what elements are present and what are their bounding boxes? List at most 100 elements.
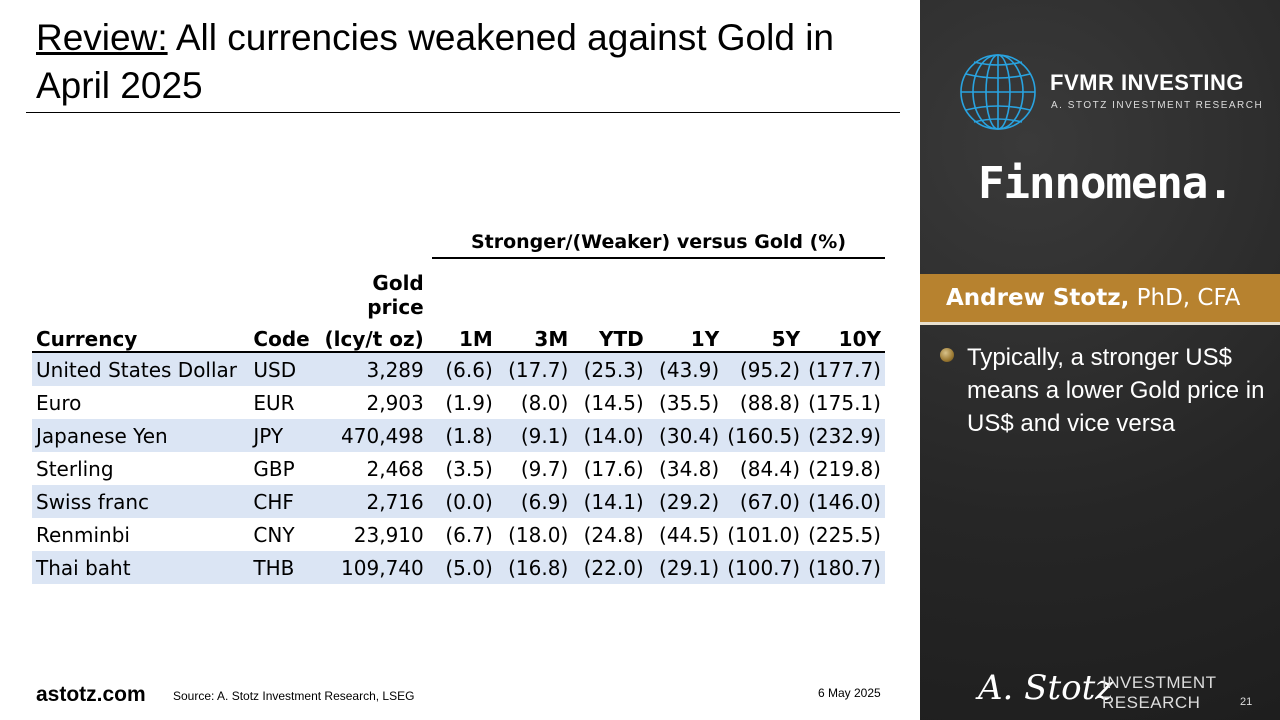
footer-website: astotz.com xyxy=(36,683,146,706)
globe-icon xyxy=(960,54,1036,130)
cell-code: USD xyxy=(249,352,318,386)
page-number: 21 xyxy=(1240,696,1253,708)
col-header-1y: 1Y xyxy=(647,319,724,353)
cell-5y: (67.0) xyxy=(723,485,805,518)
title-prefix: Review: xyxy=(36,17,168,58)
col-header-5y: 5Y xyxy=(723,319,805,353)
cell-currency: Thai baht xyxy=(32,551,250,584)
cell-1m: (3.5) xyxy=(445,456,493,481)
cell-3m: (16.8) xyxy=(496,551,573,584)
slide-title: Review: All currencies weakened against … xyxy=(36,14,916,110)
title-divider xyxy=(26,112,900,113)
presenter-band: Andrew Stotz, PhD, CFA xyxy=(920,274,1280,325)
table-row: Thai baht THB 109,740 (5.0) (16.8) (22.0… xyxy=(32,551,885,584)
invest-line-1: INVESTMENT xyxy=(1102,673,1217,692)
gold-currency-table: Gold price Currency Code (lcy/t oz) 1M 3… xyxy=(32,271,885,584)
cell-5y: (100.7) xyxy=(723,551,805,584)
cell-currency: Euro xyxy=(36,390,82,415)
cell-5y: (160.5) xyxy=(723,419,805,452)
invest-line-2: RESEARCH xyxy=(1102,693,1201,712)
cell-10y: (232.9) xyxy=(804,419,885,452)
cell-gold-price: 2,903 xyxy=(366,390,424,415)
table-row: Euro EUR 2,903 (1.9) (8.0) (14.5) (35.5)… xyxy=(32,386,885,419)
cell-3m: (9.7) xyxy=(520,456,569,481)
cell-currency: Japanese Yen xyxy=(32,419,250,452)
cell-currency: Sterling xyxy=(36,456,114,481)
cell-10y: (219.8) xyxy=(808,456,881,481)
signature-logo: A. Stotz xyxy=(978,668,1114,708)
cell-currency: Renminbi xyxy=(36,522,130,547)
cell-gold-price: 470,498 xyxy=(317,419,428,452)
cell-gold-price: 109,740 xyxy=(317,551,428,584)
presenter-name: Andrew Stotz, xyxy=(946,285,1130,311)
cell-code: CHF xyxy=(249,485,318,518)
cell-ytd: (14.0) xyxy=(572,419,648,452)
col-header-gold-price: (lcy/t oz) xyxy=(317,319,428,353)
presenter-credentials: PhD, CFA xyxy=(1129,285,1241,311)
col-header-3m: 3M xyxy=(496,319,573,353)
table-row: United States Dollar USD 3,289 (6.6) (17… xyxy=(32,352,885,386)
cell-1y: (29.2) xyxy=(647,485,724,518)
cell-10y: (225.5) xyxy=(808,522,881,547)
slide-content: Review: All currencies weakened against … xyxy=(26,14,916,706)
cell-10y: (180.7) xyxy=(804,551,885,584)
sidebar-panel: FVMR INVESTING A. STOTZ INVESTMENT RESEA… xyxy=(920,0,1280,720)
bullet-text: Typically, a stronger US$ means a lower … xyxy=(967,344,1265,437)
cell-1y: (44.5) xyxy=(659,522,720,547)
cell-code: CNY xyxy=(253,522,295,547)
cell-ytd: (14.1) xyxy=(572,485,648,518)
cell-code: THB xyxy=(249,551,318,584)
investment-research-label: INVESTMENT RESEARCH xyxy=(1102,673,1217,713)
group-header: Stronger/(Weaker) versus Gold (%) xyxy=(432,225,885,259)
bullet-icon xyxy=(940,348,954,362)
cell-5y: (88.8) xyxy=(739,390,801,415)
footer-source: Source: A. Stotz Investment Research, LS… xyxy=(173,689,415,703)
presenter-name-line: Andrew Stotz, PhD, CFA xyxy=(946,285,1240,311)
cell-gold-price: 2,716 xyxy=(317,485,428,518)
cell-3m: (17.7) xyxy=(496,352,573,386)
col-header-code: Code xyxy=(249,319,318,353)
table-row: Swiss franc CHF 2,716 (0.0) (6.9) (14.1)… xyxy=(32,485,885,518)
cell-ytd: (25.3) xyxy=(572,352,648,386)
table-row: Renminbi CNY 23,910 (6.7) (18.0) (24.8) … xyxy=(32,518,885,551)
header-row: Currency Code (lcy/t oz) 1M 3M YTD 1Y 5Y… xyxy=(32,319,885,353)
cell-code: JPY xyxy=(249,419,318,452)
cell-ytd: (17.6) xyxy=(583,456,644,481)
cell-3m: (6.9) xyxy=(496,485,573,518)
cell-3m: (9.1) xyxy=(496,419,573,452)
cell-gold-price: 23,910 xyxy=(353,522,424,547)
col-header-ytd: YTD xyxy=(572,319,648,353)
cell-5y: (101.0) xyxy=(727,522,801,547)
cell-1y: (34.8) xyxy=(659,456,720,481)
brand-subtitle: A. STOTZ INVESTMENT RESEARCH xyxy=(1051,100,1264,111)
cell-1m: (1.9) xyxy=(445,390,493,415)
cell-1m: (0.0) xyxy=(427,485,497,518)
cell-5y: (95.2) xyxy=(723,352,805,386)
col-header-currency: Currency xyxy=(32,319,250,353)
cell-gold-price: 2,468 xyxy=(366,456,424,481)
header-row-top: Gold price xyxy=(32,271,885,319)
cell-gold-price: 3,289 xyxy=(317,352,428,386)
cell-code: EUR xyxy=(253,390,295,415)
cell-1m: (1.8) xyxy=(427,419,497,452)
cell-1y: (35.5) xyxy=(659,390,720,415)
cell-10y: (177.7) xyxy=(804,352,885,386)
table-row: Japanese Yen JPY 470,498 (1.8) (9.1) (14… xyxy=(32,419,885,452)
cell-ytd: (22.0) xyxy=(572,551,648,584)
cell-1m: (5.0) xyxy=(427,551,497,584)
cell-1y: (43.9) xyxy=(647,352,724,386)
cell-1m: (6.7) xyxy=(445,522,493,547)
cell-10y: (175.1) xyxy=(808,390,881,415)
cell-1y: (29.1) xyxy=(647,551,724,584)
cell-currency: United States Dollar xyxy=(32,352,250,386)
col-header-10y: 10Y xyxy=(804,319,885,353)
cell-5y: (84.4) xyxy=(739,456,801,481)
cell-currency: Swiss franc xyxy=(32,485,250,518)
cell-ytd: (24.8) xyxy=(583,522,644,547)
table-row: Sterling GBP 2,468 (3.5) (9.7) (17.6) (3… xyxy=(32,452,885,485)
col-header-1m: 1M xyxy=(427,319,497,353)
cell-3m: (8.0) xyxy=(520,390,569,415)
cell-1m: (6.6) xyxy=(427,352,497,386)
footer-date: 6 May 2025 xyxy=(818,686,881,700)
partner-logo: Finnomena. xyxy=(978,158,1234,209)
